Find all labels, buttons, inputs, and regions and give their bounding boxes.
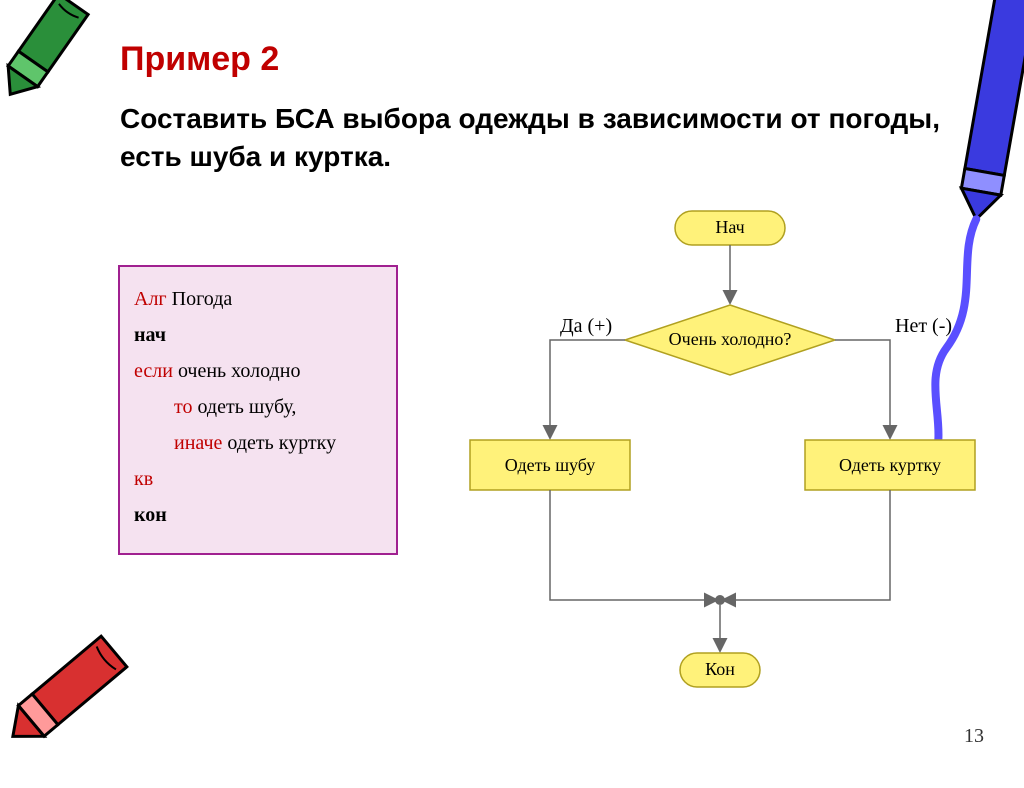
flowchart: Нач Очень холодно? Да (+) Нет (-) Одеть … <box>420 210 980 730</box>
else-body: одеть куртку <box>222 432 336 454</box>
slide-number: 13 <box>964 725 984 748</box>
kw-if: если <box>134 360 173 382</box>
node-left-label: Одеть шубу <box>505 455 596 475</box>
alg-name: Погода <box>167 288 233 310</box>
kw-alg: Алг <box>134 288 167 310</box>
node-decision-label: Очень холодно? <box>669 329 792 349</box>
kw-end: кон <box>134 497 382 533</box>
task-description: Составить БСА выбора одежды в зависимост… <box>120 100 940 176</box>
algorithm-code-box: Алг Погода нач если очень холодно то оде… <box>118 265 398 555</box>
kw-then: то <box>174 396 192 418</box>
kw-else: иначе <box>174 432 222 454</box>
node-end-label: Кон <box>705 659 735 679</box>
kw-begin: нач <box>134 317 382 353</box>
edge-yes-label: Да (+) <box>560 315 612 337</box>
node-right-label: Одеть куртку <box>839 455 941 475</box>
kw-endif: кв <box>134 461 382 497</box>
crayon-red-icon <box>0 628 160 788</box>
crayon-green-icon <box>0 0 110 120</box>
edge-no-label: Нет (-) <box>895 315 952 337</box>
if-cond: очень холодно <box>173 360 301 382</box>
page-title: Пример 2 <box>120 40 279 79</box>
then-body: одеть шубу, <box>192 396 296 418</box>
node-start-label: Нач <box>715 217 744 237</box>
